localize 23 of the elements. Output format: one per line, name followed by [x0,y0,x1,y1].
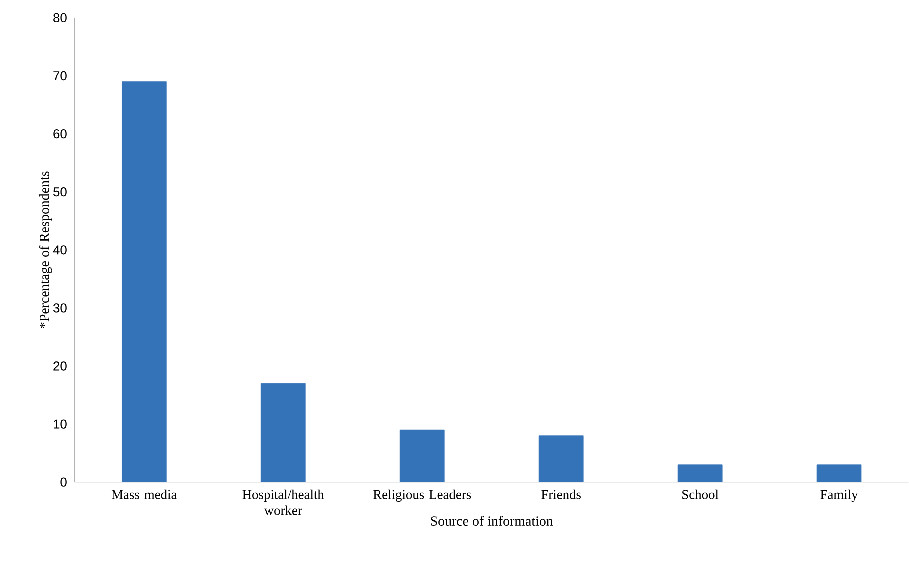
y-tick-label: 30 [54,304,67,313]
y-tick-label: 70 [54,71,67,80]
bar [816,464,862,482]
bar [678,464,723,482]
y-tick-label: 0 [60,478,67,487]
y-tick-label: 80 [54,13,67,22]
y-tick-label: 20 [54,362,67,371]
x-tick-label: Friends [542,490,582,500]
y-axis-title: *Percentage of Respondents [39,172,52,328]
bar [260,383,306,482]
y-tick-label: 50 [54,187,67,197]
x-tick-label: Religious Leaders [374,490,472,502]
bar [122,82,167,482]
x-tick-label: Family [820,490,858,502]
y-tick-label: 60 [54,129,67,139]
x-axis-title: Source of information [431,516,554,526]
x-tick-label: Hospital/health worker [242,490,324,516]
x-tick-label: School [682,490,719,500]
y-tick-label: 10 [54,420,67,429]
x-tick-label: Mass media [112,490,178,500]
bar [538,436,584,482]
bar [400,430,445,482]
y-tick-label: 40 [53,245,67,255]
